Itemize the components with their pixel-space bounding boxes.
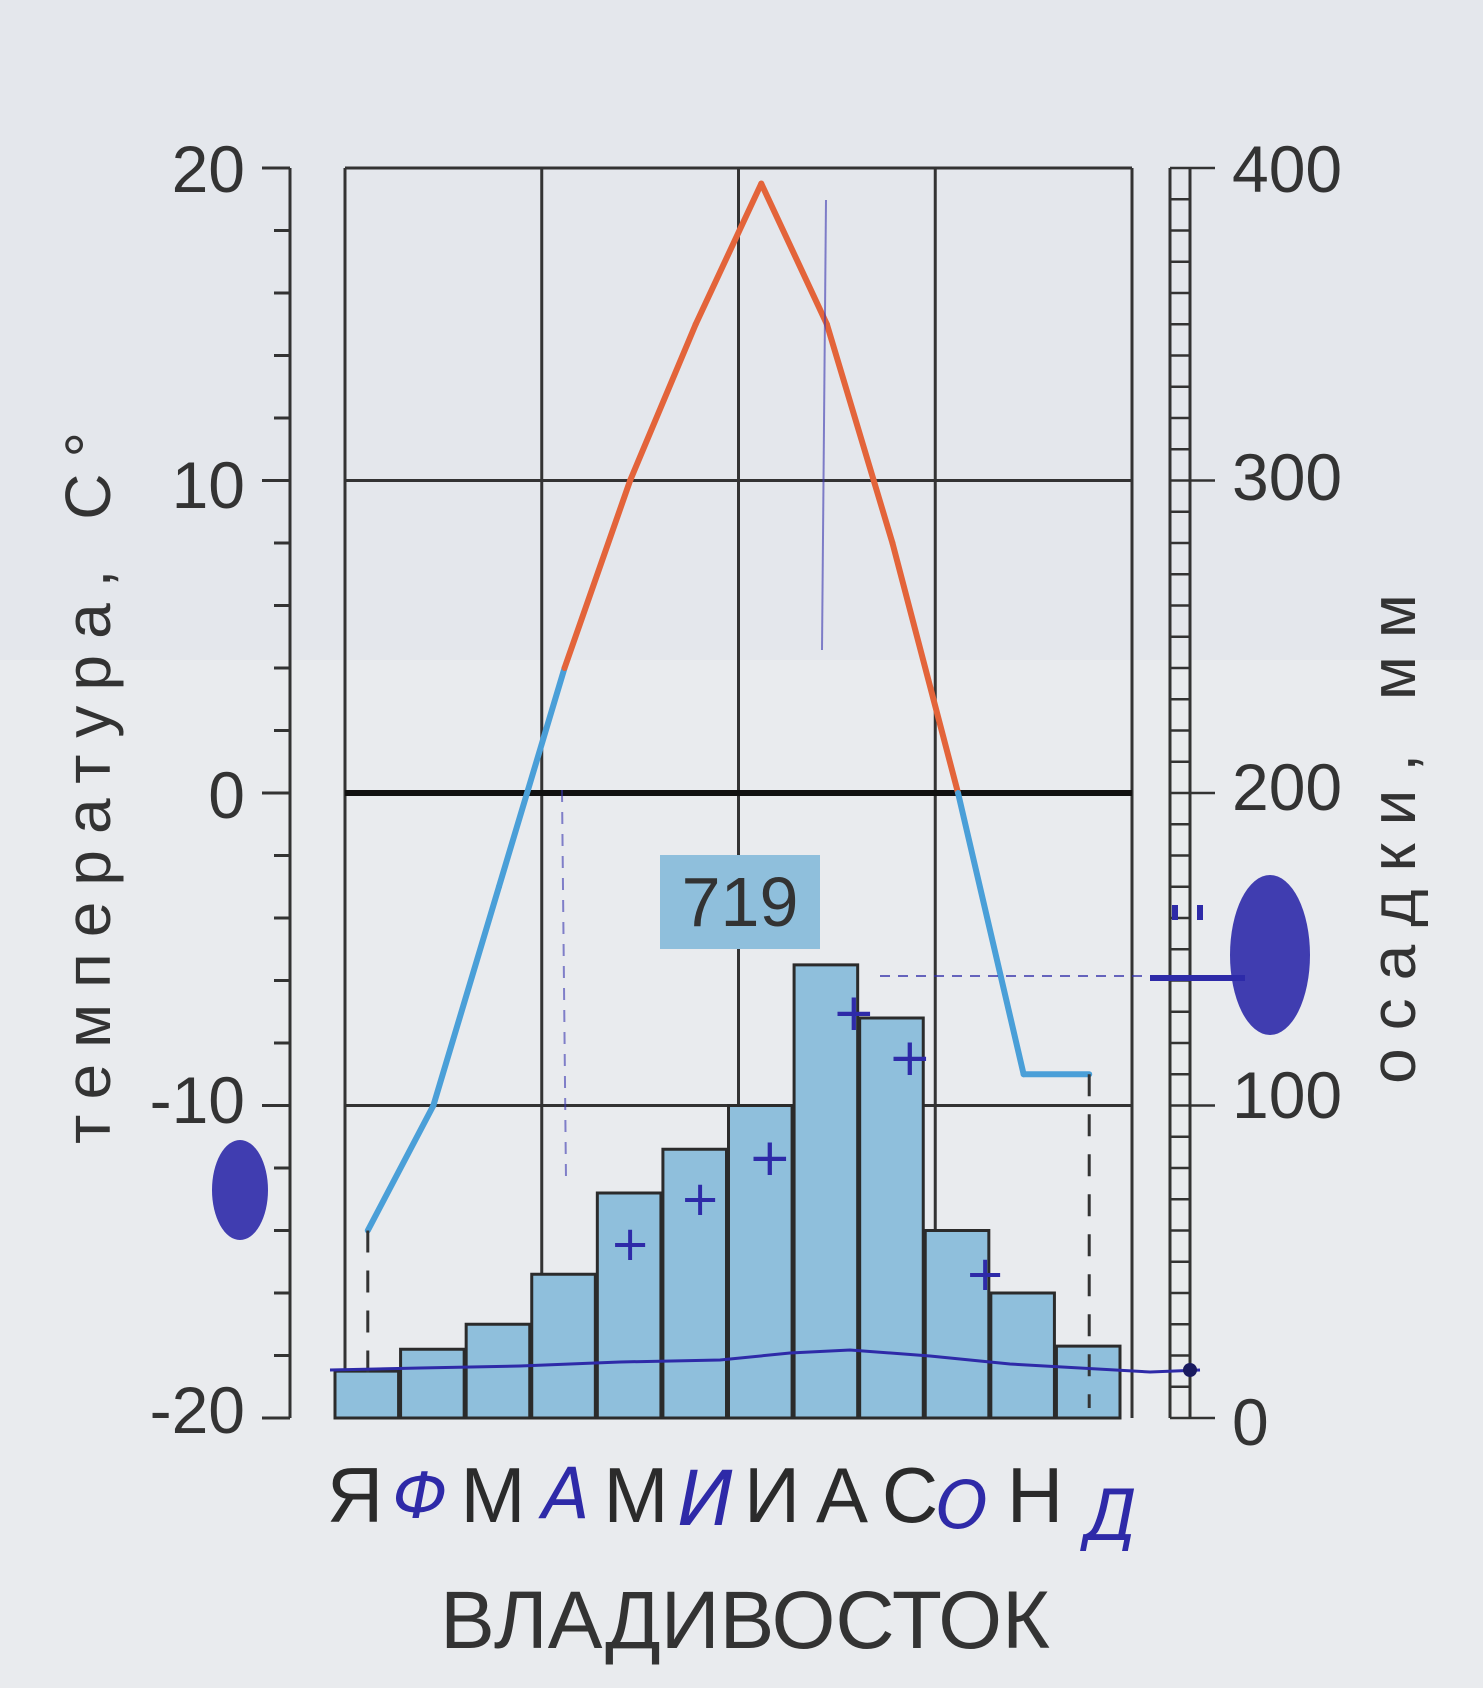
precipitation-bars: [333, 963, 1122, 1420]
month-labels: Я Ф М А М И И А С О Н Д: [327, 1451, 1138, 1557]
hand-plus-mark: +: [748, 1128, 792, 1188]
temperature-segment: [430, 883, 502, 1109]
ink-scribble: [1230, 875, 1310, 1035]
temperature-segment: [364, 1102, 437, 1234]
temperature-segment: [955, 790, 1027, 1078]
left-tick-label: -10: [150, 1063, 245, 1137]
hand-plus-mark: +: [832, 983, 876, 1043]
hand-plus-mark: +: [610, 1216, 650, 1272]
month-label-printed: С: [882, 1451, 938, 1539]
left-axis-title: температура, С°: [52, 416, 124, 1144]
left-tick-label: 20: [172, 132, 245, 206]
left-axis: 20 10 0 -10 -20: [150, 132, 245, 1447]
right-axis: 400 300 200 100 0: [1232, 132, 1342, 1459]
month-label-handwritten: Ф: [392, 1460, 447, 1534]
temperature-segment: [627, 321, 699, 484]
temperature-segment: [823, 321, 896, 546]
pencil-mark: [821, 199, 827, 651]
ink-dot: [1183, 1363, 1197, 1377]
handwritten-annotations: + + + + + +: [212, 199, 1310, 1377]
month-label-handwritten: Д: [1080, 1475, 1138, 1557]
temperature-segment: [692, 180, 765, 328]
total-precip-label: 719: [660, 855, 820, 949]
month-label-printed: И: [744, 1451, 800, 1539]
pencil-mark: [329, 1348, 1201, 1374]
left-tick-label: 10: [172, 448, 245, 522]
precip-bar: [530, 1272, 597, 1420]
temperature-segment: [758, 180, 830, 328]
precip-bar: [595, 1191, 663, 1420]
hand-plus-mark: +: [965, 1246, 1005, 1302]
precip-bar: [399, 1347, 466, 1420]
total-precip-box: [660, 855, 820, 949]
right-tick-label: 200: [1232, 750, 1342, 824]
temperature-line: [364, 180, 1093, 1408]
hand-plus-mark: +: [680, 1171, 720, 1227]
month-label-handwritten: И: [678, 1454, 735, 1543]
temperature-segment: [495, 665, 568, 890]
temperature-segment: [889, 540, 962, 796]
hand-plus-mark: +: [888, 1028, 932, 1088]
month-label-handwritten: О: [936, 1467, 988, 1544]
temperature-segment: [561, 477, 634, 671]
precip-bar: [727, 1104, 794, 1420]
precip-bar: [792, 963, 860, 1420]
right-tick-label: 300: [1232, 440, 1342, 514]
chart-title: ВЛАДИВОСТОК: [440, 1575, 1050, 1666]
left-tick-label: 0: [208, 758, 245, 832]
total-precip-value: 719: [682, 863, 799, 941]
month-label-handwritten: А: [538, 1453, 590, 1535]
precip-bar: [661, 1147, 729, 1420]
month-label-printed: А: [816, 1451, 868, 1539]
right-tick-label: 400: [1232, 132, 1342, 206]
precip-bar: [333, 1369, 401, 1420]
precip-bar: [923, 1229, 991, 1420]
right-tick-label: 100: [1232, 1058, 1342, 1132]
ink-scribble: [212, 1140, 268, 1240]
right-tick-label: 0: [1232, 1385, 1269, 1459]
month-label-printed: Н: [1007, 1451, 1063, 1539]
month-label-printed: Я: [327, 1451, 383, 1539]
month-label-printed: М: [604, 1451, 669, 1539]
left-tick-label: -20: [150, 1373, 245, 1447]
precip-bar: [464, 1322, 532, 1420]
month-label-printed: М: [461, 1451, 526, 1539]
precip-bar: [989, 1291, 1056, 1420]
right-axis-title: осадки, мм: [1357, 576, 1429, 1084]
